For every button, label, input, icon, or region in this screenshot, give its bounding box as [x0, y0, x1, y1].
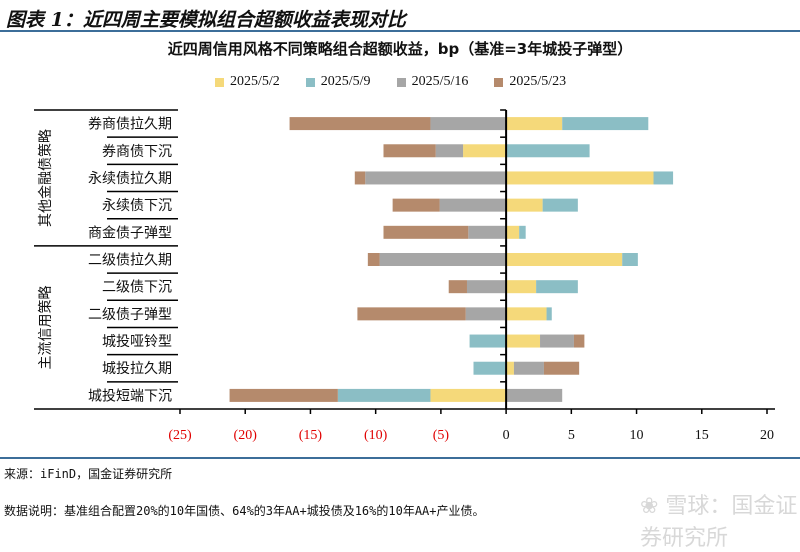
x-tick-label: 15	[695, 428, 709, 443]
chart-title: 近四周信用风格不同策略组合超额收益，bp（基准=3年城投子弹型）	[167, 40, 633, 58]
bar-segment	[540, 334, 574, 348]
bar-segment	[463, 144, 507, 158]
bar-segment	[435, 144, 464, 158]
bar-segment	[337, 388, 431, 402]
bar-segment	[383, 225, 469, 239]
bar-segment	[465, 307, 507, 321]
bar-segment	[622, 253, 638, 266]
bar-segment	[379, 253, 507, 266]
category-label: 城投拉久期	[102, 361, 172, 377]
category-label: 券商债拉久期	[88, 117, 172, 133]
watermark: ❀ 雪球：国金证券研究所	[640, 494, 798, 551]
x-tick-label: 5	[568, 428, 575, 443]
bar-segment	[354, 171, 366, 185]
bar-segment	[468, 225, 507, 239]
bar-segment	[506, 307, 547, 321]
legend-label: 2025/5/16	[411, 74, 469, 89]
group-label: 主流信用策略	[37, 285, 54, 369]
legend-swatch	[494, 77, 504, 87]
x-tick-label: (10)	[364, 428, 388, 443]
bar-segment	[513, 361, 544, 375]
category-label: 永续债下沉	[102, 197, 172, 214]
bar-segment	[367, 253, 380, 266]
source-note: 来源：iFinD，国金证券研究所	[4, 467, 173, 481]
bar-segment	[383, 144, 436, 158]
category-label: 券商债下沉	[102, 144, 172, 160]
bar-segment	[506, 280, 537, 294]
legend-item: 2025/5/9	[305, 74, 371, 90]
legend-label: 2025/5/9	[320, 74, 371, 89]
bar-segment	[506, 388, 563, 402]
legend-item: 2025/5/23	[494, 74, 566, 90]
bar-segment	[439, 198, 507, 212]
bar-segment	[448, 280, 467, 294]
x-tick-label: (25)	[168, 428, 192, 443]
legend: 2025/5/2 2025/5/9 2025/5/16 2025/5/23	[215, 74, 566, 90]
bar-segment	[506, 198, 543, 212]
bar-segment	[519, 225, 526, 239]
bar-segment	[542, 198, 578, 212]
bar-segment	[543, 361, 580, 375]
bar-segment	[229, 388, 338, 402]
data-note: 数据说明：基准组合配置20%的10年国债、64%的3年AA+城投债及16%的10…	[4, 504, 485, 518]
bar-segment	[469, 334, 507, 348]
category-label: 二级债下沉	[102, 280, 172, 296]
bar-segment	[536, 280, 578, 294]
bar-segment	[506, 171, 654, 185]
x-tick-label: 20	[760, 428, 774, 443]
bar-segment	[506, 117, 563, 131]
bar-segment	[506, 361, 514, 375]
bar-segment	[506, 253, 623, 266]
top-rule	[0, 30, 800, 32]
bar-segment	[473, 361, 507, 375]
legend-item: 2025/5/16	[396, 74, 469, 90]
category-label: 二级债拉久期	[88, 253, 172, 269]
legend-swatch	[305, 77, 315, 87]
group-label: 其他金融债策略	[37, 129, 54, 227]
category-label: 商金债子弹型	[88, 225, 172, 241]
bar-segment	[289, 117, 431, 131]
bar-segment	[562, 117, 649, 131]
bar-segment	[506, 225, 520, 239]
x-tick-label: (15)	[299, 428, 323, 443]
legend-item: 2025/5/2	[215, 74, 280, 90]
bottom-rule	[0, 457, 800, 459]
bar-segment	[653, 171, 674, 185]
legend-swatch	[396, 77, 406, 87]
x-tick-label: 10	[630, 428, 644, 443]
bar-segment	[365, 171, 507, 185]
category-label: 永续债拉久期	[88, 170, 172, 187]
bar-segment	[430, 117, 507, 131]
category-label: 二级债子弹型	[88, 307, 172, 323]
x-tick-label: (20)	[234, 428, 258, 443]
legend-label: 2025/5/2	[230, 74, 280, 89]
category-label: 城投短端下沉	[88, 388, 172, 404]
bar-segment	[430, 388, 507, 402]
x-tick-label: (5)	[433, 428, 450, 443]
legend-swatch	[215, 77, 224, 87]
bar-segment	[546, 307, 552, 321]
bar-segment	[506, 334, 541, 348]
category-label: 城投哑铃型	[102, 334, 172, 350]
bar-segment	[466, 280, 507, 294]
legend-label: 2025/5/23	[509, 74, 567, 89]
bar-chart: 券商债拉久期券商债下沉永续债拉久期永续债下沉商金债子弹型二级债拉久期二级债下沉二…	[34, 109, 775, 443]
bar-segment	[392, 198, 440, 212]
bar-segment	[506, 144, 590, 158]
bar-segment	[573, 334, 585, 348]
x-tick-label: 0	[503, 428, 510, 443]
bar-segment	[357, 307, 466, 321]
figure-title: 图表 1：近四周主要模拟组合超额收益表现对比	[6, 9, 406, 31]
